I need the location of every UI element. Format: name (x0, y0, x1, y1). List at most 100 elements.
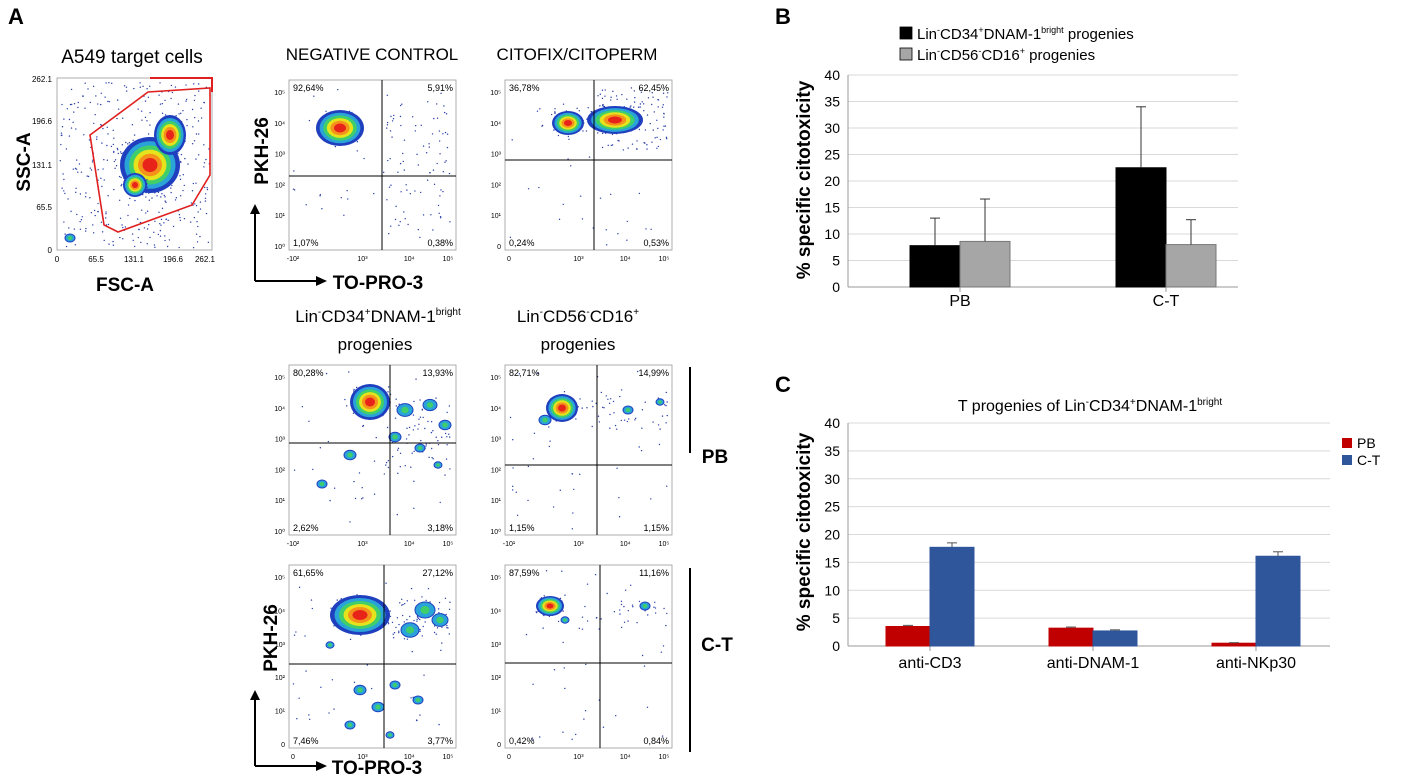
chart-c: 0 5 10 15 20 25 30 35 40 anti-CD3 anti-DNAM-1 anti-… (824, 415, 1330, 672)
scatter-point (634, 96, 636, 99)
scatter-point (147, 96, 150, 98)
scatter-point (620, 626, 623, 629)
scatter-point (651, 141, 653, 143)
scatter-point (395, 398, 397, 400)
scatter-point (420, 124, 422, 127)
scatter-point (641, 654, 644, 657)
scatter-point (305, 204, 307, 206)
scatter-point (512, 439, 514, 441)
gating-plot-points (59, 82, 211, 249)
y-tick-label: 10⁴ (274, 121, 285, 128)
scatter-point (319, 194, 322, 196)
scatter-point (567, 158, 569, 160)
scatter-point (389, 615, 392, 618)
scatter-point (396, 617, 399, 619)
scatter-point (106, 144, 108, 147)
scatter-point (436, 117, 439, 119)
scatter-point (200, 107, 202, 109)
scatter-point (118, 175, 121, 178)
scatter-point (416, 620, 418, 622)
scatter-point (179, 216, 181, 219)
scatter-point (75, 128, 77, 130)
scatter-point (321, 207, 323, 210)
scatter-point (601, 406, 604, 409)
scatter-point (123, 177, 125, 180)
quadrant-label-lower-left: 0,42% (509, 736, 535, 746)
scatter-point (147, 133, 150, 135)
scatter-point (153, 244, 156, 246)
scatter-point (312, 468, 314, 471)
scatter-point (611, 133, 614, 136)
scatter-point (373, 493, 376, 495)
scatter-point (407, 223, 409, 226)
scatter-point (116, 149, 119, 151)
x-tick-label: 0 (291, 754, 295, 761)
density-contour (436, 616, 444, 624)
scatter-point (412, 414, 415, 416)
scatter-point (203, 166, 205, 168)
flow-plot-citofix: 36,78% 62,45% 0,24% 0,53% 10⁵ 10⁴ 10³ 10² 10¹ 00 1… (490, 79, 673, 263)
quadrant-label-upper-left: 87,59% (509, 568, 540, 578)
scatter-point (394, 218, 397, 221)
scatter-point (665, 137, 668, 140)
scatter-point (87, 88, 89, 90)
quadrant-label-upper-left: 80,28% (293, 368, 324, 378)
scatter-point (311, 607, 314, 610)
quadrant-label-upper-left: 36,78% (509, 83, 540, 93)
scatter-point (64, 233, 66, 235)
scatter-point (636, 140, 638, 142)
scatter-point (585, 663, 587, 666)
scatter-point (516, 514, 519, 516)
y-tick-label: 10³ (275, 642, 286, 649)
scatter-point (663, 404, 666, 406)
scatter-point (654, 601, 656, 603)
scatter-point (666, 612, 668, 615)
scatter-point (91, 161, 94, 163)
scatter-point (639, 106, 641, 108)
scatter-point (334, 145, 337, 148)
gating-corner-mark (150, 77, 213, 92)
scatter-point (340, 597, 342, 600)
scatter-point (166, 245, 169, 248)
scatter-point (62, 173, 64, 175)
scatter-point (100, 177, 102, 180)
scatter-point (437, 443, 440, 446)
scatter-point (636, 621, 638, 624)
scatter-point (308, 420, 310, 423)
scatter-point (93, 209, 96, 212)
flow-plot-pb_cd34: 80,28% 13,93% 2,62% 3,18% 10⁵ 10⁴ 10³ 10² 10¹ 10⁰… (274, 364, 457, 548)
y-tick-label: 30 (824, 120, 840, 136)
scatter-point (419, 714, 421, 716)
scatter-point (399, 602, 401, 604)
scatter-point (308, 718, 311, 720)
scatter-point (383, 473, 386, 475)
flow-plot-frame (504, 564, 673, 749)
scatter-point (88, 139, 91, 141)
scatter-point (388, 186, 391, 188)
scatter-point (97, 103, 99, 105)
scatter-point (80, 218, 83, 221)
scatter-point (319, 195, 321, 197)
scatter-point (161, 193, 163, 195)
flow-plot-frame (504, 79, 673, 251)
scatter-point (417, 164, 420, 166)
scatter-point (447, 627, 449, 629)
legend-swatch-cd34 (899, 26, 913, 40)
scatter-point (425, 152, 428, 154)
scatter-point (432, 458, 434, 460)
scatter-point (389, 157, 391, 160)
scatter-point (385, 582, 387, 584)
scatter-point (100, 221, 103, 223)
y-tick-label: 10⁵ (274, 375, 285, 382)
scatter-point (392, 117, 395, 120)
scatter-point (436, 627, 439, 629)
scatter-point (119, 217, 122, 220)
scatter-point (164, 200, 166, 202)
y-tick-label: 10³ (491, 642, 502, 649)
scatter-point (445, 113, 448, 115)
scatter-point (106, 126, 108, 129)
scatter-point (158, 211, 160, 213)
scatter-point (112, 244, 115, 246)
scatter-point (657, 424, 660, 426)
scatter-point (512, 467, 514, 469)
